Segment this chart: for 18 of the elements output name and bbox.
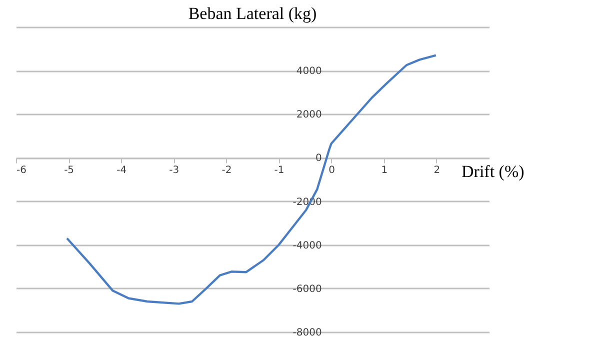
x-tick-label: -2 xyxy=(222,165,232,176)
chart-title: Beban Lateral (kg) xyxy=(188,4,317,23)
y-tick-label: 0 xyxy=(315,153,322,164)
x-axis-title: Drift (%) xyxy=(462,162,524,182)
line-series xyxy=(66,54,438,305)
x-tick-label: 1 xyxy=(381,165,388,176)
y-tick-label: -6000 xyxy=(292,284,322,295)
x-tick-label: 2 xyxy=(434,165,440,176)
x-tick-label: 0 xyxy=(328,165,336,176)
y-tick-label: -8000 xyxy=(292,328,322,338)
x-tick-label: -3 xyxy=(169,165,180,176)
x-tick-label: -6 xyxy=(16,165,26,176)
x-tick-label: -4 xyxy=(116,165,127,176)
y-tick-label: 2000 xyxy=(296,110,322,121)
y-tick-label: -4000 xyxy=(292,240,322,252)
y-tick-label: 4000 xyxy=(296,66,322,78)
x-tick-label: -5 xyxy=(64,165,74,176)
x-tick-label: -1 xyxy=(274,165,284,176)
